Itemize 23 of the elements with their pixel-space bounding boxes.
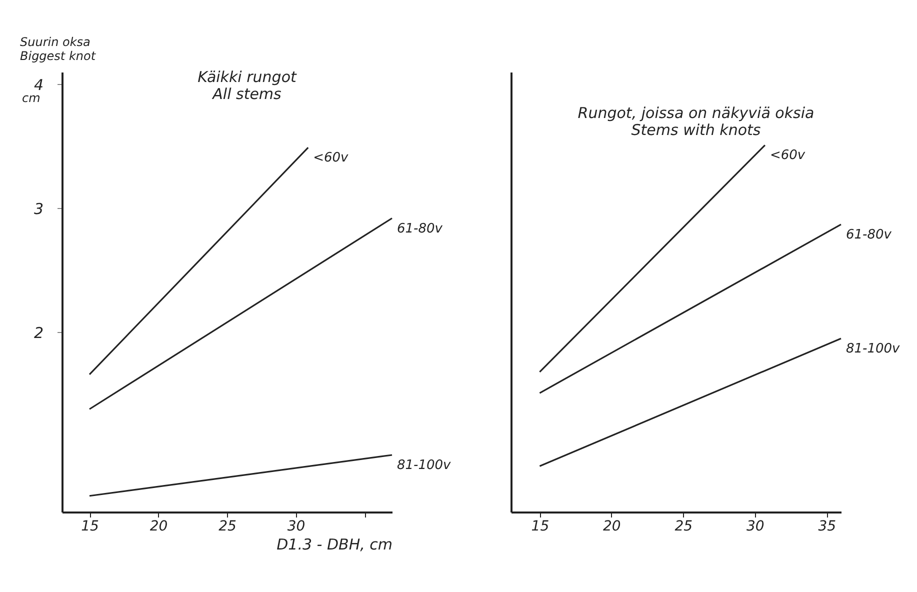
y-tick-label: 3 <box>34 200 44 218</box>
x-tick-label: 20 <box>603 518 621 534</box>
x-tick-label: 35 <box>818 518 836 534</box>
x-tick-label: 15 <box>81 518 99 534</box>
chart-title: Käikki rungot All stems <box>198 68 298 103</box>
x-tick-label: 30 <box>746 518 764 534</box>
series-label: 81-100v <box>397 458 452 473</box>
series-label: 61-80v <box>397 221 443 236</box>
x-tick-label: 25 <box>218 518 236 534</box>
x-tick-label: 30 <box>287 518 306 534</box>
x-axis-title: D1.3 - DBH, cm <box>276 536 392 554</box>
y-tick-label: 2 <box>34 324 44 342</box>
x-tick-label: 20 <box>150 518 168 534</box>
series-label: 61-80v <box>846 227 892 242</box>
text: cm <box>22 91 40 105</box>
series-label: <60v <box>770 148 806 164</box>
y-axis-title: Suurin oksa Biggest knot <box>20 35 97 63</box>
x-tick-label: 15 <box>531 518 550 534</box>
series-label: <60v <box>313 150 349 166</box>
x-tick-label: 25 <box>674 518 693 534</box>
y-tick-label: 4 <box>34 76 44 94</box>
series-label: 81-100v <box>846 341 900 356</box>
text: Rungot, joissa on näkyviä oksia Stems with knots <box>578 104 814 139</box>
